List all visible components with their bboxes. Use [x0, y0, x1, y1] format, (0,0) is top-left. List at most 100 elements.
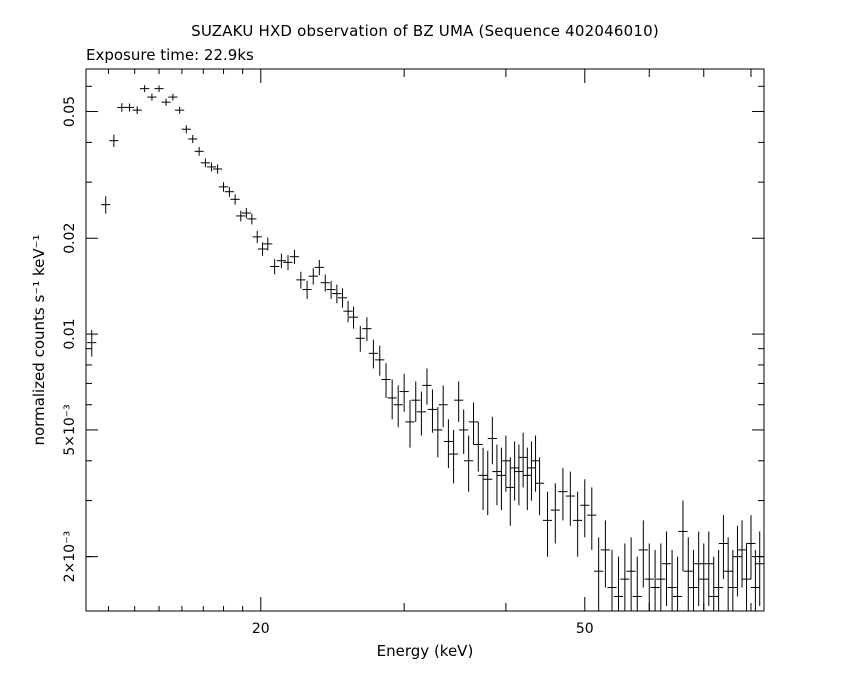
data-point [518, 432, 528, 488]
data-point [667, 549, 677, 611]
data-point [505, 457, 515, 526]
data-point [296, 271, 306, 289]
data-point [750, 549, 760, 611]
data-point [678, 500, 688, 572]
data-point [656, 543, 666, 611]
data-point [194, 146, 204, 156]
data-point [124, 103, 135, 112]
data-point [688, 549, 699, 611]
data-point [580, 479, 590, 538]
data-point [644, 543, 654, 611]
data-point [399, 373, 409, 412]
data-point [308, 268, 318, 285]
data-point [326, 280, 336, 299]
data-point [732, 525, 743, 597]
data-point [473, 421, 483, 472]
data-point [438, 385, 448, 428]
data-point [433, 407, 443, 458]
data-point [348, 306, 359, 329]
data-point [573, 491, 583, 557]
data-point [526, 441, 537, 501]
axis-ticks: 20 50 2×10⁻³ 5×10⁻³ 0.01 0.02 0.05 [62, 69, 764, 637]
data-point [534, 457, 545, 516]
data-point [343, 301, 353, 323]
data-point [713, 549, 724, 611]
x-tick-label: 50 [576, 621, 594, 637]
data-point [709, 556, 719, 611]
data-point [448, 429, 459, 484]
data-point [101, 196, 111, 214]
data-point [355, 326, 365, 352]
data-point [252, 230, 262, 244]
y-tick-label: 5×10⁻³ [62, 404, 78, 455]
data-point [459, 409, 469, 455]
data-point [230, 194, 240, 205]
y-axis-label: normalized counts s⁻¹ keV⁻¹ [30, 234, 48, 445]
data-point [247, 213, 257, 225]
data-point [496, 447, 507, 511]
data-point [443, 419, 453, 468]
y-tick-label: 0.02 [62, 223, 78, 254]
data-point [188, 134, 198, 144]
y-tick-label: 0.05 [62, 96, 78, 127]
data-point [427, 389, 438, 433]
data-point [422, 368, 432, 405]
data-point [755, 531, 764, 606]
data-point [594, 537, 604, 611]
data-point [289, 249, 300, 264]
chart-subtitle: Exposure time: 22.9ks [86, 46, 254, 64]
data-point [620, 543, 630, 611]
data-point [487, 416, 497, 465]
y-tick-label: 0.01 [62, 318, 78, 349]
data-point [368, 339, 378, 369]
data-point [154, 85, 164, 92]
data-point [683, 537, 693, 611]
data-point [478, 447, 488, 511]
data-point [332, 284, 342, 304]
data-point [381, 363, 391, 398]
data-point [607, 549, 617, 611]
data-point [212, 164, 223, 174]
data-point [375, 345, 385, 376]
data-point [699, 543, 709, 611]
data-point [638, 520, 648, 588]
data-point [626, 537, 636, 611]
chart-title: SUZAKU HXD observation of BZ UMA (Sequen… [191, 22, 659, 40]
data-point [87, 329, 97, 357]
data-point [632, 556, 642, 611]
data-point [514, 444, 524, 506]
data-point [454, 381, 464, 422]
data-point [241, 207, 251, 219]
data-point [522, 447, 532, 511]
data-point [530, 435, 541, 492]
data-point [283, 255, 293, 270]
plot-frame [85, 68, 765, 612]
data-point [411, 381, 421, 422]
data-point [468, 402, 479, 445]
data-point [314, 259, 324, 276]
data-point [416, 391, 426, 436]
data-point [565, 471, 575, 526]
data-point [236, 210, 246, 222]
data-point [320, 274, 330, 292]
data-point [139, 85, 150, 93]
data-point [542, 491, 553, 557]
data-point [117, 103, 127, 112]
data-point [387, 379, 397, 420]
data-point [276, 253, 286, 269]
data-point [200, 158, 210, 168]
data-point [362, 317, 372, 342]
data-point [175, 106, 185, 114]
data-point [147, 93, 157, 101]
data-point [704, 531, 714, 606]
data-point [270, 259, 280, 275]
data-point [650, 549, 660, 611]
data-point [746, 515, 756, 580]
data-point [181, 125, 191, 134]
data-point [218, 182, 229, 192]
data-point [161, 98, 171, 106]
data-point [737, 520, 747, 588]
data-point [550, 483, 560, 544]
data-point [206, 162, 217, 172]
